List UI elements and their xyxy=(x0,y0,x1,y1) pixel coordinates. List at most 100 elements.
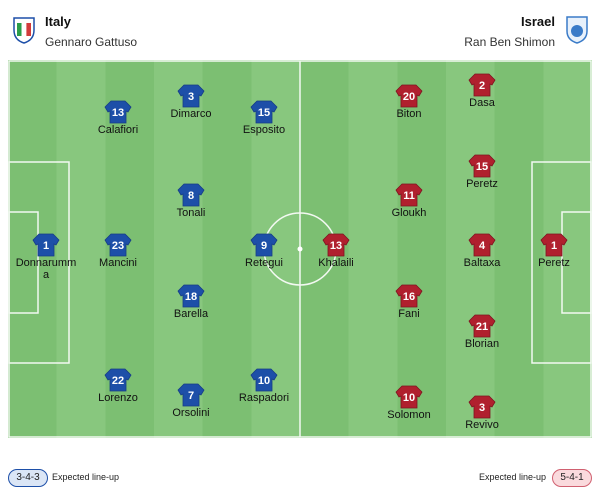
player-number: 11 xyxy=(403,190,415,202)
player-jersey[interactable]: 1 xyxy=(540,233,568,257)
jersey-shape xyxy=(177,383,205,407)
jersey-shape xyxy=(250,368,278,392)
player-name[interactable]: Revivo xyxy=(465,419,499,431)
home-crest xyxy=(13,17,35,44)
jersey-shape xyxy=(468,154,496,178)
player-jersey[interactable]: 16 xyxy=(395,284,423,308)
player-jersey[interactable]: 3 xyxy=(468,395,496,419)
player-jersey[interactable]: 22 xyxy=(104,368,132,392)
player-name[interactable]: Blorian xyxy=(464,338,500,350)
player-number: 3 xyxy=(479,402,485,414)
jersey-shape xyxy=(395,385,423,409)
player-jersey[interactable]: 18 xyxy=(177,284,205,308)
player-number: 13 xyxy=(112,107,124,119)
jersey-shape xyxy=(322,233,350,257)
player-name[interactable]: Tonali xyxy=(176,207,206,219)
player-number: 22 xyxy=(112,375,124,387)
player-jersey[interactable]: 10 xyxy=(250,368,278,392)
away-team-name: Israel xyxy=(521,14,555,29)
player-name[interactable]: Raspadori xyxy=(238,392,290,404)
player-number: 1 xyxy=(43,240,49,252)
player-number: 4 xyxy=(479,240,486,252)
player-name[interactable]: Peretz xyxy=(538,257,570,269)
player-name[interactable]: Donnarumma xyxy=(15,257,77,281)
jersey-shape xyxy=(395,284,423,308)
home-lineup-label: Expected line-up xyxy=(52,472,120,482)
player-number: 15 xyxy=(476,161,488,173)
player-name[interactable]: Gloukh xyxy=(391,207,427,219)
player-name[interactable]: Fani xyxy=(398,308,420,320)
jersey-shape xyxy=(177,284,205,308)
player-jersey[interactable]: 15 xyxy=(468,154,496,178)
player-jersey[interactable]: 8 xyxy=(177,183,205,207)
player-number: 3 xyxy=(188,91,194,103)
player-number: 20 xyxy=(403,91,415,103)
player-jersey[interactable]: 13 xyxy=(104,100,132,124)
jersey-shape xyxy=(540,233,568,257)
player-number: 23 xyxy=(112,240,124,252)
player-name[interactable]: Retegui xyxy=(245,257,283,269)
player-jersey[interactable]: 15 xyxy=(250,100,278,124)
jersey-shape xyxy=(104,233,132,257)
player-jersey[interactable]: 11 xyxy=(395,183,423,207)
player-jersey[interactable]: 7 xyxy=(177,383,205,407)
player-number: 7 xyxy=(188,390,194,402)
player-jersey[interactable]: 21 xyxy=(468,314,496,338)
player-name[interactable]: Barella xyxy=(173,308,209,320)
player-jersey[interactable]: 3 xyxy=(177,84,205,108)
jersey-shape xyxy=(468,73,496,97)
player-number: 13 xyxy=(330,240,342,252)
player-number: 8 xyxy=(188,190,194,202)
player-name[interactable]: Lorenzo xyxy=(98,392,138,404)
home-formation: 3-4-3 xyxy=(8,469,48,487)
player-number: 2 xyxy=(479,80,485,92)
player-jersey[interactable]: 23 xyxy=(104,233,132,257)
jersey-shape xyxy=(32,233,60,257)
player-jersey[interactable]: 13 xyxy=(322,233,350,257)
jersey-shape xyxy=(468,314,496,338)
player-name[interactable]: Solomon xyxy=(387,409,431,421)
player-name[interactable]: Dimarco xyxy=(170,108,212,120)
jersey-shape xyxy=(395,84,423,108)
player-name[interactable]: Dasa xyxy=(469,97,495,109)
player-number: 15 xyxy=(258,107,270,119)
player-number: 16 xyxy=(403,291,415,303)
player-number: 1 xyxy=(551,240,557,252)
player-name[interactable]: Calafiori xyxy=(97,124,139,136)
player-jersey[interactable]: 9 xyxy=(250,233,278,257)
player-jersey[interactable]: 4 xyxy=(468,233,496,257)
jersey-shape xyxy=(177,84,205,108)
player-name[interactable]: Mancini xyxy=(99,257,137,269)
player-number: 18 xyxy=(185,291,197,303)
jersey-shape xyxy=(104,368,132,392)
away-lineup-label: Expected line-up xyxy=(478,472,546,482)
jersey-shape xyxy=(395,183,423,207)
player-jersey[interactable]: 20 xyxy=(395,84,423,108)
player-jersey[interactable]: 2 xyxy=(468,73,496,97)
player-name[interactable]: Orsolini xyxy=(172,407,210,419)
player-name[interactable]: Biton xyxy=(396,108,422,120)
home-coach: Gennaro Gattuso xyxy=(45,35,138,49)
player-name[interactable]: Khalaili xyxy=(318,257,354,269)
jersey-shape xyxy=(468,395,496,419)
away-formation: 5-4-1 xyxy=(552,469,592,487)
player-jersey[interactable]: 10 xyxy=(395,385,423,409)
jersey-shape xyxy=(250,100,278,124)
jersey-shape xyxy=(468,233,496,257)
player-number: 9 xyxy=(261,240,267,252)
jersey-shape xyxy=(250,233,278,257)
player-number: 21 xyxy=(476,321,488,333)
player-number: 10 xyxy=(258,375,270,387)
player-jersey[interactable]: 1 xyxy=(32,233,60,257)
away-crest xyxy=(566,16,588,44)
player-number: 10 xyxy=(403,392,415,404)
jersey-shape xyxy=(177,183,205,207)
player-name[interactable]: Esposito xyxy=(242,124,286,136)
away-coach: Ran Ben Shimon xyxy=(464,35,555,49)
player-name[interactable]: Peretz xyxy=(466,178,498,190)
jersey-shape xyxy=(104,100,132,124)
home-team-name: Italy xyxy=(45,14,72,29)
player-name[interactable]: Baltaxa xyxy=(463,257,501,269)
